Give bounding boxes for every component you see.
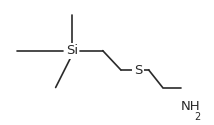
Text: 2: 2 [195, 112, 201, 122]
Text: NH: NH [181, 100, 201, 113]
Text: Si: Si [66, 44, 78, 57]
Text: S: S [134, 64, 142, 76]
